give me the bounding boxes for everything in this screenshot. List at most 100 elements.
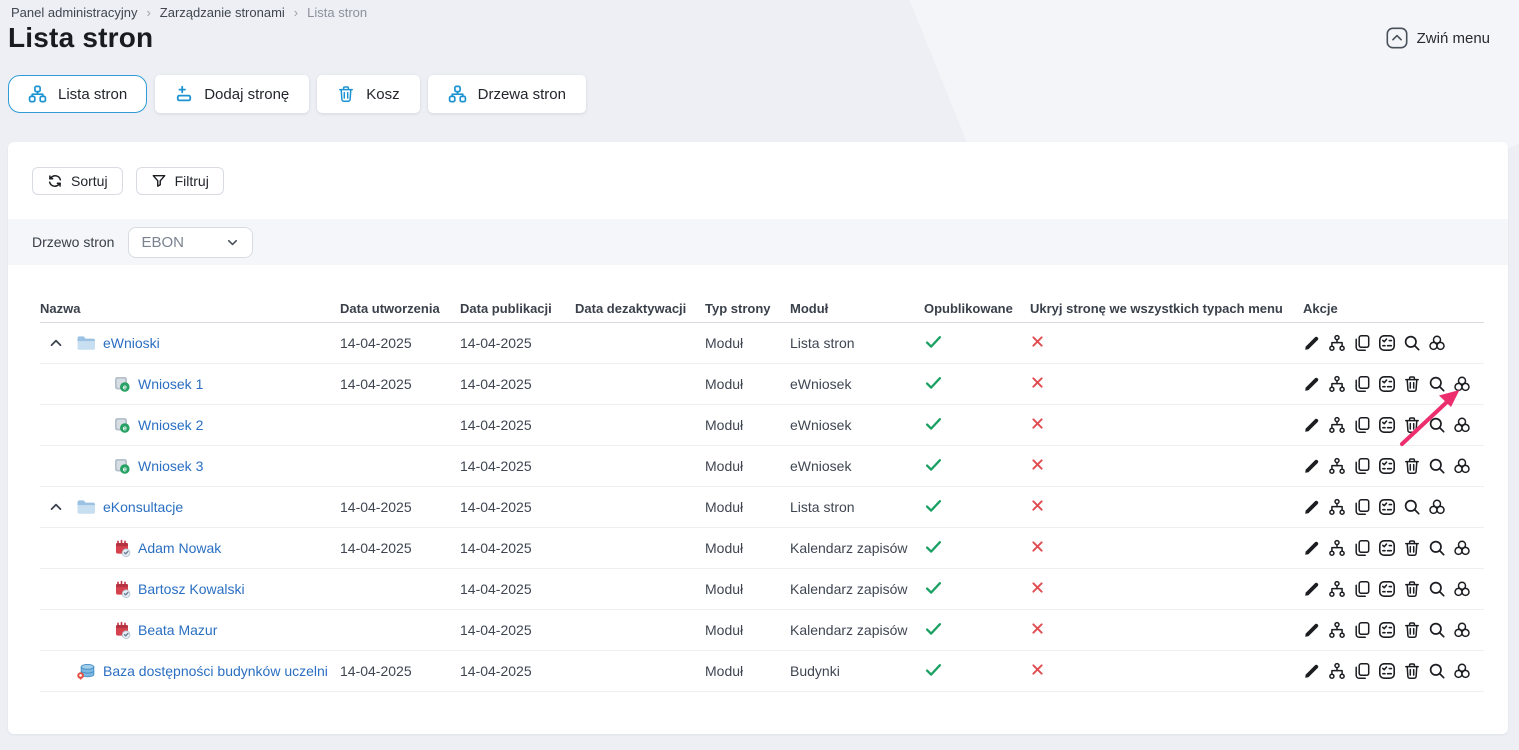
form-settings-icon[interactable] (1378, 498, 1396, 516)
actions-cell (1303, 498, 1484, 516)
calendar-icon (113, 539, 131, 557)
sort-label: Sortuj (71, 173, 108, 189)
tab-label: Drzewa stron (477, 85, 566, 103)
preview-icon[interactable] (1428, 457, 1446, 475)
created-cell: 14-04-2025 (340, 499, 412, 515)
page-name-link[interactable]: Wniosek 1 (138, 376, 204, 392)
move-in-structure-icon[interactable] (1328, 334, 1346, 352)
page-name-link[interactable]: Baza dostępności budynków uczelni (103, 663, 328, 679)
breadcrumb-item[interactable]: Zarządzanie stronami (159, 5, 285, 20)
copy-icon[interactable] (1353, 580, 1371, 598)
filter-button[interactable]: Filtruj (135, 167, 224, 195)
page-name-link[interactable]: Bartosz Kowalski (138, 581, 245, 597)
edit-icon[interactable] (1303, 375, 1321, 393)
name-cell: e Wniosek 1 (40, 375, 340, 393)
copy-icon[interactable] (1353, 662, 1371, 680)
move-in-structure-icon[interactable] (1328, 457, 1346, 475)
edit-icon[interactable] (1303, 416, 1321, 434)
actions-cell (1303, 457, 1484, 475)
menu-types-icon[interactable] (1453, 539, 1471, 557)
tab-kosz[interactable]: Kosz (317, 75, 420, 113)
form-settings-icon[interactable] (1378, 539, 1396, 557)
delete-icon[interactable] (1403, 375, 1421, 393)
preview-icon[interactable] (1428, 416, 1446, 434)
form-settings-icon[interactable] (1378, 416, 1396, 434)
published-check-icon (924, 497, 943, 515)
preview-icon[interactable] (1403, 498, 1421, 516)
page-name-link[interactable]: Wniosek 3 (138, 458, 204, 474)
tab-drzewa-stron[interactable]: Drzewa stron (427, 75, 586, 113)
copy-icon[interactable] (1353, 416, 1371, 434)
preview-icon[interactable] (1428, 662, 1446, 680)
breadcrumb-item[interactable]: Panel administracyjny (11, 5, 138, 20)
preview-icon[interactable] (1428, 580, 1446, 598)
delete-icon[interactable] (1403, 621, 1421, 639)
copy-icon[interactable] (1353, 457, 1371, 475)
form-settings-icon[interactable] (1378, 662, 1396, 680)
move-in-structure-icon[interactable] (1328, 375, 1346, 393)
collapse-row-button[interactable] (48, 335, 64, 351)
menu-types-icon[interactable] (1453, 375, 1471, 393)
type-cell: Moduł (705, 376, 744, 392)
collapse-menu-button[interactable]: Zwiń menu (1386, 27, 1490, 49)
menu-types-icon[interactable] (1428, 498, 1446, 516)
tab-dodaj-stron-[interactable]: Dodaj stronę (155, 75, 310, 113)
collapse-row-button[interactable] (48, 499, 64, 515)
menu-types-icon[interactable] (1453, 621, 1471, 639)
copy-icon[interactable] (1353, 498, 1371, 516)
edit-icon[interactable] (1303, 334, 1321, 352)
column-header: Akcje (1303, 301, 1338, 316)
move-in-structure-icon[interactable] (1328, 539, 1346, 557)
menu-types-icon[interactable] (1453, 662, 1471, 680)
menu-types-icon[interactable] (1453, 457, 1471, 475)
published-cell: 14-04-2025 (460, 376, 532, 392)
sort-button[interactable]: Sortuj (32, 167, 123, 195)
page-name-link[interactable]: eWnioski (103, 335, 160, 351)
column-header: Data dezaktywacji (575, 301, 687, 316)
edit-icon[interactable] (1303, 498, 1321, 516)
delete-icon[interactable] (1403, 416, 1421, 434)
copy-icon[interactable] (1353, 375, 1371, 393)
move-in-structure-icon[interactable] (1328, 416, 1346, 434)
copy-icon[interactable] (1353, 539, 1371, 557)
menu-types-icon[interactable] (1453, 580, 1471, 598)
preview-icon[interactable] (1428, 621, 1446, 639)
preview-icon[interactable] (1428, 539, 1446, 557)
move-in-structure-icon[interactable] (1328, 621, 1346, 639)
published-status-cell (918, 456, 1022, 477)
hidden-in-menus-cell (1022, 416, 1303, 434)
form-settings-icon[interactable] (1378, 334, 1396, 352)
delete-icon[interactable] (1403, 457, 1421, 475)
form-settings-icon[interactable] (1378, 621, 1396, 639)
page-name-link[interactable]: Wniosek 2 (138, 417, 204, 433)
published-cell: 14-04-2025 (460, 458, 532, 474)
tab-lista-stron[interactable]: Lista stron (8, 75, 148, 113)
preview-icon[interactable] (1428, 375, 1446, 393)
page-name-link[interactable]: Adam Nowak (138, 540, 222, 556)
edit-icon[interactable] (1303, 580, 1321, 598)
edit-icon[interactable] (1303, 621, 1321, 639)
tree-select-label: Drzewo stron (32, 234, 115, 250)
form-settings-icon[interactable] (1378, 375, 1396, 393)
edit-icon[interactable] (1303, 539, 1321, 557)
move-in-structure-icon[interactable] (1328, 498, 1346, 516)
copy-icon[interactable] (1353, 621, 1371, 639)
delete-icon[interactable] (1403, 539, 1421, 557)
delete-icon[interactable] (1403, 580, 1421, 598)
move-in-structure-icon[interactable] (1328, 580, 1346, 598)
calendar-icon (113, 580, 131, 598)
copy-icon[interactable] (1353, 334, 1371, 352)
menu-types-icon[interactable] (1428, 334, 1446, 352)
menu-types-icon[interactable] (1453, 416, 1471, 434)
page-name-link[interactable]: eKonsultacje (103, 499, 184, 515)
edit-icon[interactable] (1303, 662, 1321, 680)
move-in-structure-icon[interactable] (1328, 662, 1346, 680)
form-settings-icon[interactable] (1378, 457, 1396, 475)
delete-icon[interactable] (1403, 662, 1421, 680)
page-name-link[interactable]: Beata Mazur (138, 622, 218, 638)
form-settings-icon[interactable] (1378, 580, 1396, 598)
tree-select[interactable]: EBON (128, 226, 254, 258)
preview-icon[interactable] (1403, 334, 1421, 352)
edit-icon[interactable] (1303, 457, 1321, 475)
pages-table: Nazwa Data utworzenia Data publikacji Data … (40, 295, 1484, 692)
